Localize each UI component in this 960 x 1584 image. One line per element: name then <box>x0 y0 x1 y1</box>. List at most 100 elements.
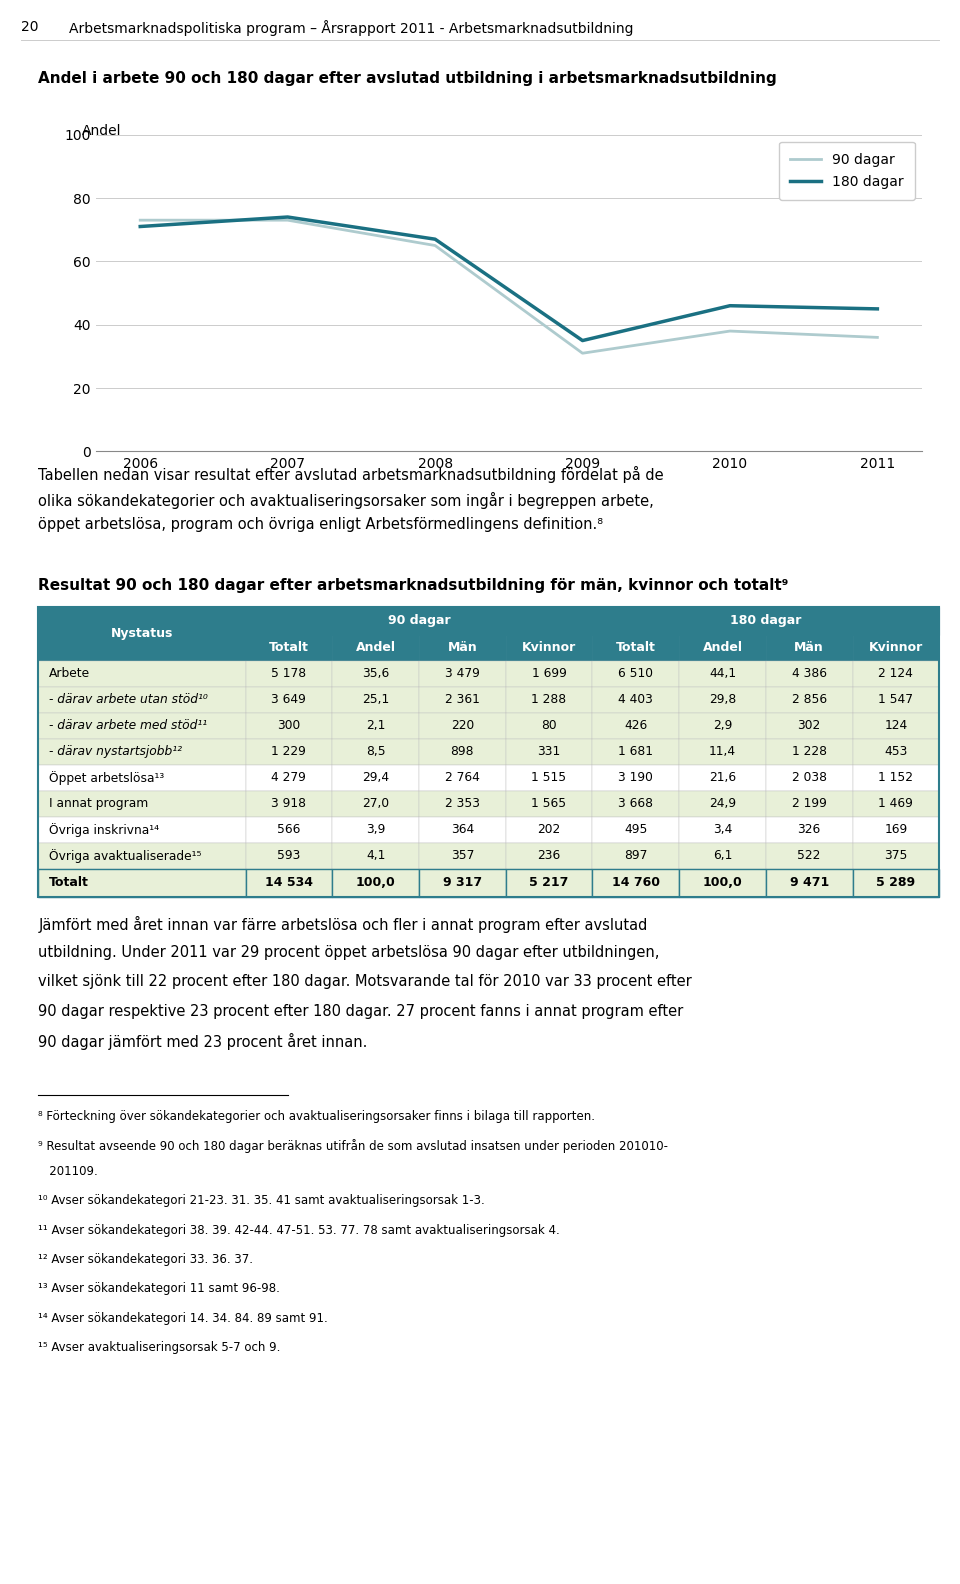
Text: 2 124: 2 124 <box>878 667 913 680</box>
Text: 90 dagar respektive 23 procent efter 180 dagar. 27 procent fanns i annat program: 90 dagar respektive 23 procent efter 180… <box>38 1004 684 1019</box>
Text: 1 681: 1 681 <box>618 744 653 759</box>
Bar <box>766 868 852 897</box>
Bar <box>679 661 766 687</box>
Text: 5 289: 5 289 <box>876 876 916 889</box>
Text: Öppet arbetslösa¹³: Öppet arbetslösa¹³ <box>49 771 164 784</box>
Text: ⁹ Resultat avseende 90 och 180 dagar beräknas utifrån de som avslutad insatsen u: ⁹ Resultat avseende 90 och 180 dagar ber… <box>38 1139 668 1153</box>
Bar <box>506 790 592 817</box>
Bar <box>332 635 419 661</box>
Text: 1 469: 1 469 <box>878 797 913 809</box>
Text: Arbete: Arbete <box>49 667 90 680</box>
Text: 4 386: 4 386 <box>792 667 827 680</box>
Bar <box>766 765 852 790</box>
Text: 426: 426 <box>624 719 647 732</box>
Text: 124: 124 <box>884 719 907 732</box>
Bar <box>766 843 852 868</box>
Text: 24,9: 24,9 <box>708 797 736 809</box>
Text: 6 510: 6 510 <box>618 667 653 680</box>
Bar <box>852 790 939 817</box>
Bar <box>592 738 679 765</box>
Text: 21,6: 21,6 <box>708 771 736 784</box>
Text: 44,1: 44,1 <box>708 667 736 680</box>
Text: 180 dagar: 180 dagar <box>731 615 802 627</box>
Text: 326: 326 <box>798 824 821 836</box>
Bar <box>419 868 506 897</box>
Bar <box>852 687 939 713</box>
Bar <box>592 661 679 687</box>
Bar <box>506 843 592 868</box>
Text: 25,1: 25,1 <box>362 694 389 706</box>
Text: 5 217: 5 217 <box>529 876 568 889</box>
Text: 4 403: 4 403 <box>618 694 653 706</box>
Text: 1 229: 1 229 <box>272 744 306 759</box>
Bar <box>679 790 766 817</box>
Bar <box>38 817 246 843</box>
Text: 3 479: 3 479 <box>444 667 480 680</box>
Text: 495: 495 <box>624 824 647 836</box>
Bar <box>506 713 592 738</box>
Text: Män: Män <box>447 642 477 654</box>
Bar <box>332 738 419 765</box>
Bar <box>506 635 592 661</box>
Text: 27,0: 27,0 <box>362 797 389 809</box>
Text: 2 038: 2 038 <box>792 771 827 784</box>
Bar <box>592 765 679 790</box>
Text: 1 565: 1 565 <box>532 797 566 809</box>
Text: 4 279: 4 279 <box>272 771 306 784</box>
Bar <box>852 817 939 843</box>
Text: 2 361: 2 361 <box>444 694 480 706</box>
Bar <box>506 765 592 790</box>
Bar <box>246 843 332 868</box>
Text: 1 699: 1 699 <box>532 667 566 680</box>
Bar <box>246 635 332 661</box>
Text: 80: 80 <box>541 719 557 732</box>
Bar <box>332 790 419 817</box>
Text: 29,8: 29,8 <box>708 694 736 706</box>
Bar <box>246 738 332 765</box>
Text: 1 228: 1 228 <box>792 744 827 759</box>
Text: 2 856: 2 856 <box>792 694 827 706</box>
Text: - därav nystartsjobb¹²: - därav nystartsjobb¹² <box>49 744 182 759</box>
Bar <box>766 635 852 661</box>
Bar <box>419 713 506 738</box>
Bar <box>332 661 419 687</box>
Text: 202: 202 <box>538 824 561 836</box>
Bar <box>592 790 679 817</box>
Text: 453: 453 <box>884 744 907 759</box>
Bar <box>679 738 766 765</box>
Bar <box>852 635 939 661</box>
Text: Nystatus: Nystatus <box>110 627 173 640</box>
Text: 3 668: 3 668 <box>618 797 653 809</box>
Text: 8,5: 8,5 <box>366 744 385 759</box>
Text: Arbetsmarknadspolitiska program – Årsrapport 2011 - Arbetsmarknadsutbildning: Arbetsmarknadspolitiska program – Årsrap… <box>69 19 634 36</box>
Text: 1 152: 1 152 <box>878 771 913 784</box>
Text: 100,0: 100,0 <box>703 876 742 889</box>
Text: 9 471: 9 471 <box>789 876 828 889</box>
Text: 29,4: 29,4 <box>362 771 389 784</box>
Bar <box>852 713 939 738</box>
Text: 357: 357 <box>450 849 474 862</box>
Text: 2,9: 2,9 <box>712 719 732 732</box>
Text: 897: 897 <box>624 849 647 862</box>
Text: 90 dagar jämfört med 23 procent året innan.: 90 dagar jämfört med 23 procent året inn… <box>38 1033 368 1050</box>
Bar <box>679 765 766 790</box>
Text: 201109.: 201109. <box>38 1166 98 1178</box>
Bar <box>592 635 679 661</box>
Bar <box>592 713 679 738</box>
Text: - därav arbete med stöd¹¹: - därav arbete med stöd¹¹ <box>49 719 207 732</box>
Bar <box>679 635 766 661</box>
Text: Jämfört med året innan var färre arbetslösa och fler i annat program efter avslu: Jämfört med året innan var färre arbetsl… <box>38 916 648 933</box>
Text: 2 353: 2 353 <box>444 797 480 809</box>
Bar <box>766 738 852 765</box>
Text: 3,4: 3,4 <box>712 824 732 836</box>
Text: 3,9: 3,9 <box>366 824 385 836</box>
Bar <box>592 607 939 635</box>
Bar <box>592 817 679 843</box>
Text: ¹⁵ Avser avaktualiseringsorsak 5-7 och 9.: ¹⁵ Avser avaktualiseringsorsak 5-7 och 9… <box>38 1342 280 1354</box>
Text: Totalt: Totalt <box>615 642 656 654</box>
Bar <box>766 687 852 713</box>
Text: Övriga avaktualiserade¹⁵: Övriga avaktualiserade¹⁵ <box>49 849 202 863</box>
Bar <box>419 661 506 687</box>
Bar <box>38 843 246 868</box>
Text: Tabellen nedan visar resultat efter avslutad arbetsmarknadsutbildning fördelat p: Tabellen nedan visar resultat efter avsl… <box>38 466 664 532</box>
